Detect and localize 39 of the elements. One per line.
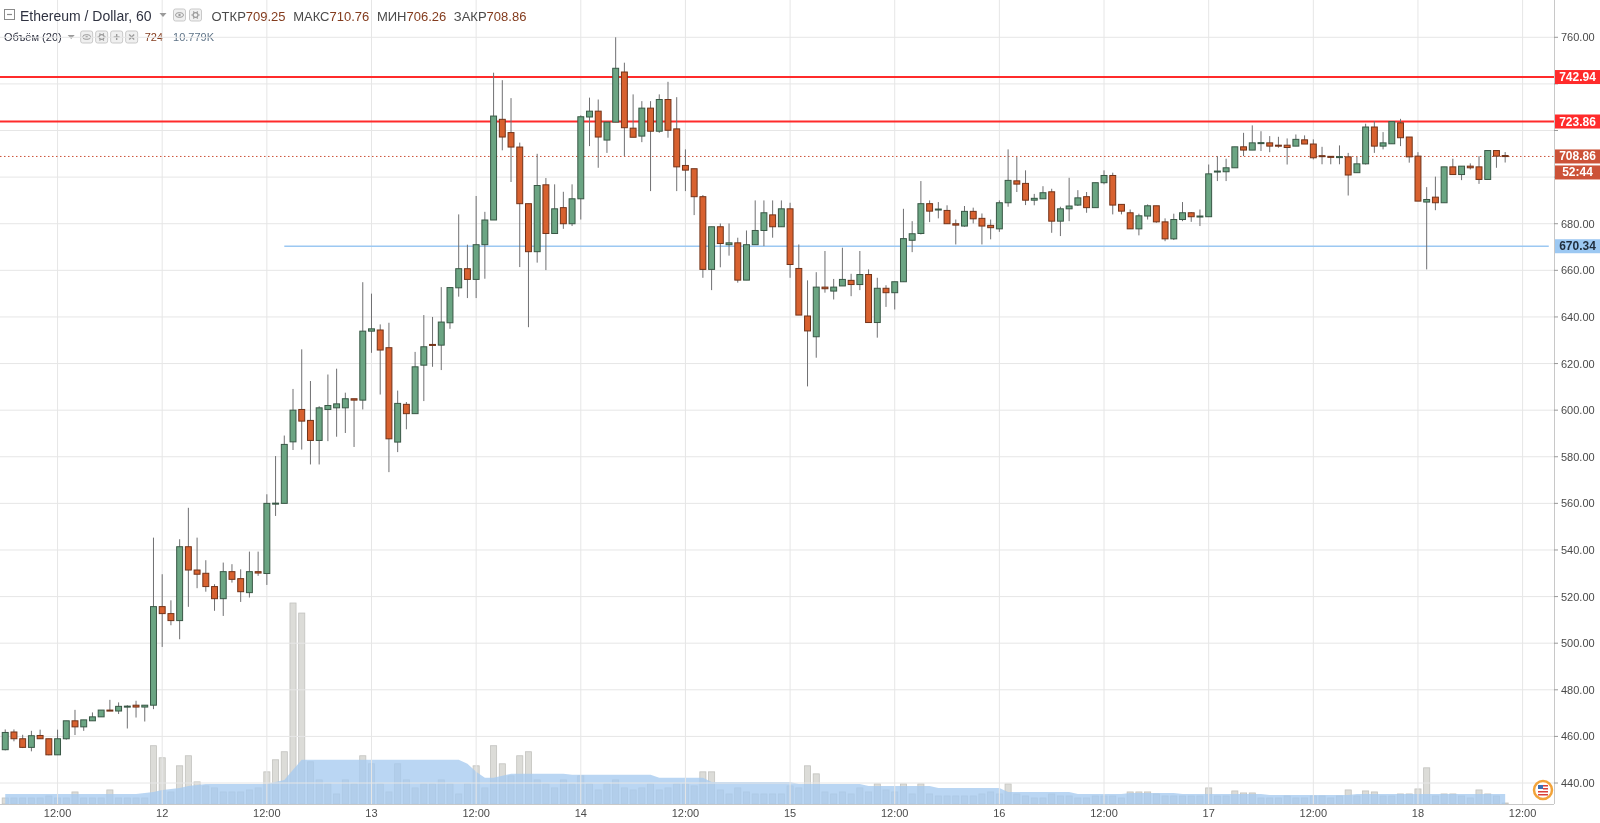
x-tick-label: 12:00 xyxy=(462,807,490,819)
x-tick-label: 12:00 xyxy=(43,807,72,819)
text: Ethereum / Dollar, 60 xyxy=(20,8,152,24)
x-tick-label: 16 xyxy=(993,807,1006,819)
y-tick-label: 560.00 xyxy=(1561,497,1595,510)
text: 52:44 xyxy=(1562,165,1594,180)
x-tick-label: 12:00 xyxy=(880,807,909,819)
chart-title: Объём (20) xyxy=(4,31,62,43)
x-tick-label: 12 xyxy=(156,807,169,819)
y-tick-label: 760.00 xyxy=(1561,31,1595,44)
x-tick-label: 12:00 xyxy=(253,807,281,819)
annotation: 10.779K xyxy=(173,31,215,43)
y-tick-label: 680.00 xyxy=(1561,217,1595,230)
x-tick-label: 12:00 xyxy=(1299,807,1328,819)
x-tick-label: 15 xyxy=(783,807,797,819)
y-tick-label: 640.00 xyxy=(1561,310,1595,323)
ref-line-label: 708.86 xyxy=(1559,149,1597,164)
y-tick-label: 440.00 xyxy=(1561,777,1595,790)
x-tick-label: 12:00 xyxy=(1090,807,1118,819)
x-tick-label: 12:00 xyxy=(671,807,700,819)
x-tick-label: 13 xyxy=(365,807,378,819)
y-tick-label: 660.00 xyxy=(1561,264,1595,277)
y-tick-label: 620.00 xyxy=(1561,357,1595,370)
annotation: 724 xyxy=(144,31,164,43)
y-tick-label: 500.00 xyxy=(1561,637,1595,650)
x-tick-label: 12:00 xyxy=(1508,807,1537,819)
y-tick-label: 540.00 xyxy=(1561,543,1595,556)
x-tick-label: 18 xyxy=(1411,807,1425,819)
text: ОТКР709.25 МАКС710.76 МИН706.26 ЗАКР708.86 xyxy=(211,9,527,24)
x-tick-label: 17 xyxy=(1202,807,1215,819)
y-tick-label: 600.00 xyxy=(1561,404,1595,417)
ref-line-label: 723.86 xyxy=(1559,114,1597,129)
data-label: 670.34 xyxy=(1559,239,1597,254)
y-tick-label: 480.00 xyxy=(1561,683,1595,696)
y-tick-label: 460.00 xyxy=(1561,730,1595,743)
x-tick-label: 14 xyxy=(574,807,587,819)
y-tick-label: 520.00 xyxy=(1561,590,1595,603)
ref-line-label: 742.94 xyxy=(1559,70,1597,85)
y-tick-label: 580.00 xyxy=(1561,450,1595,463)
